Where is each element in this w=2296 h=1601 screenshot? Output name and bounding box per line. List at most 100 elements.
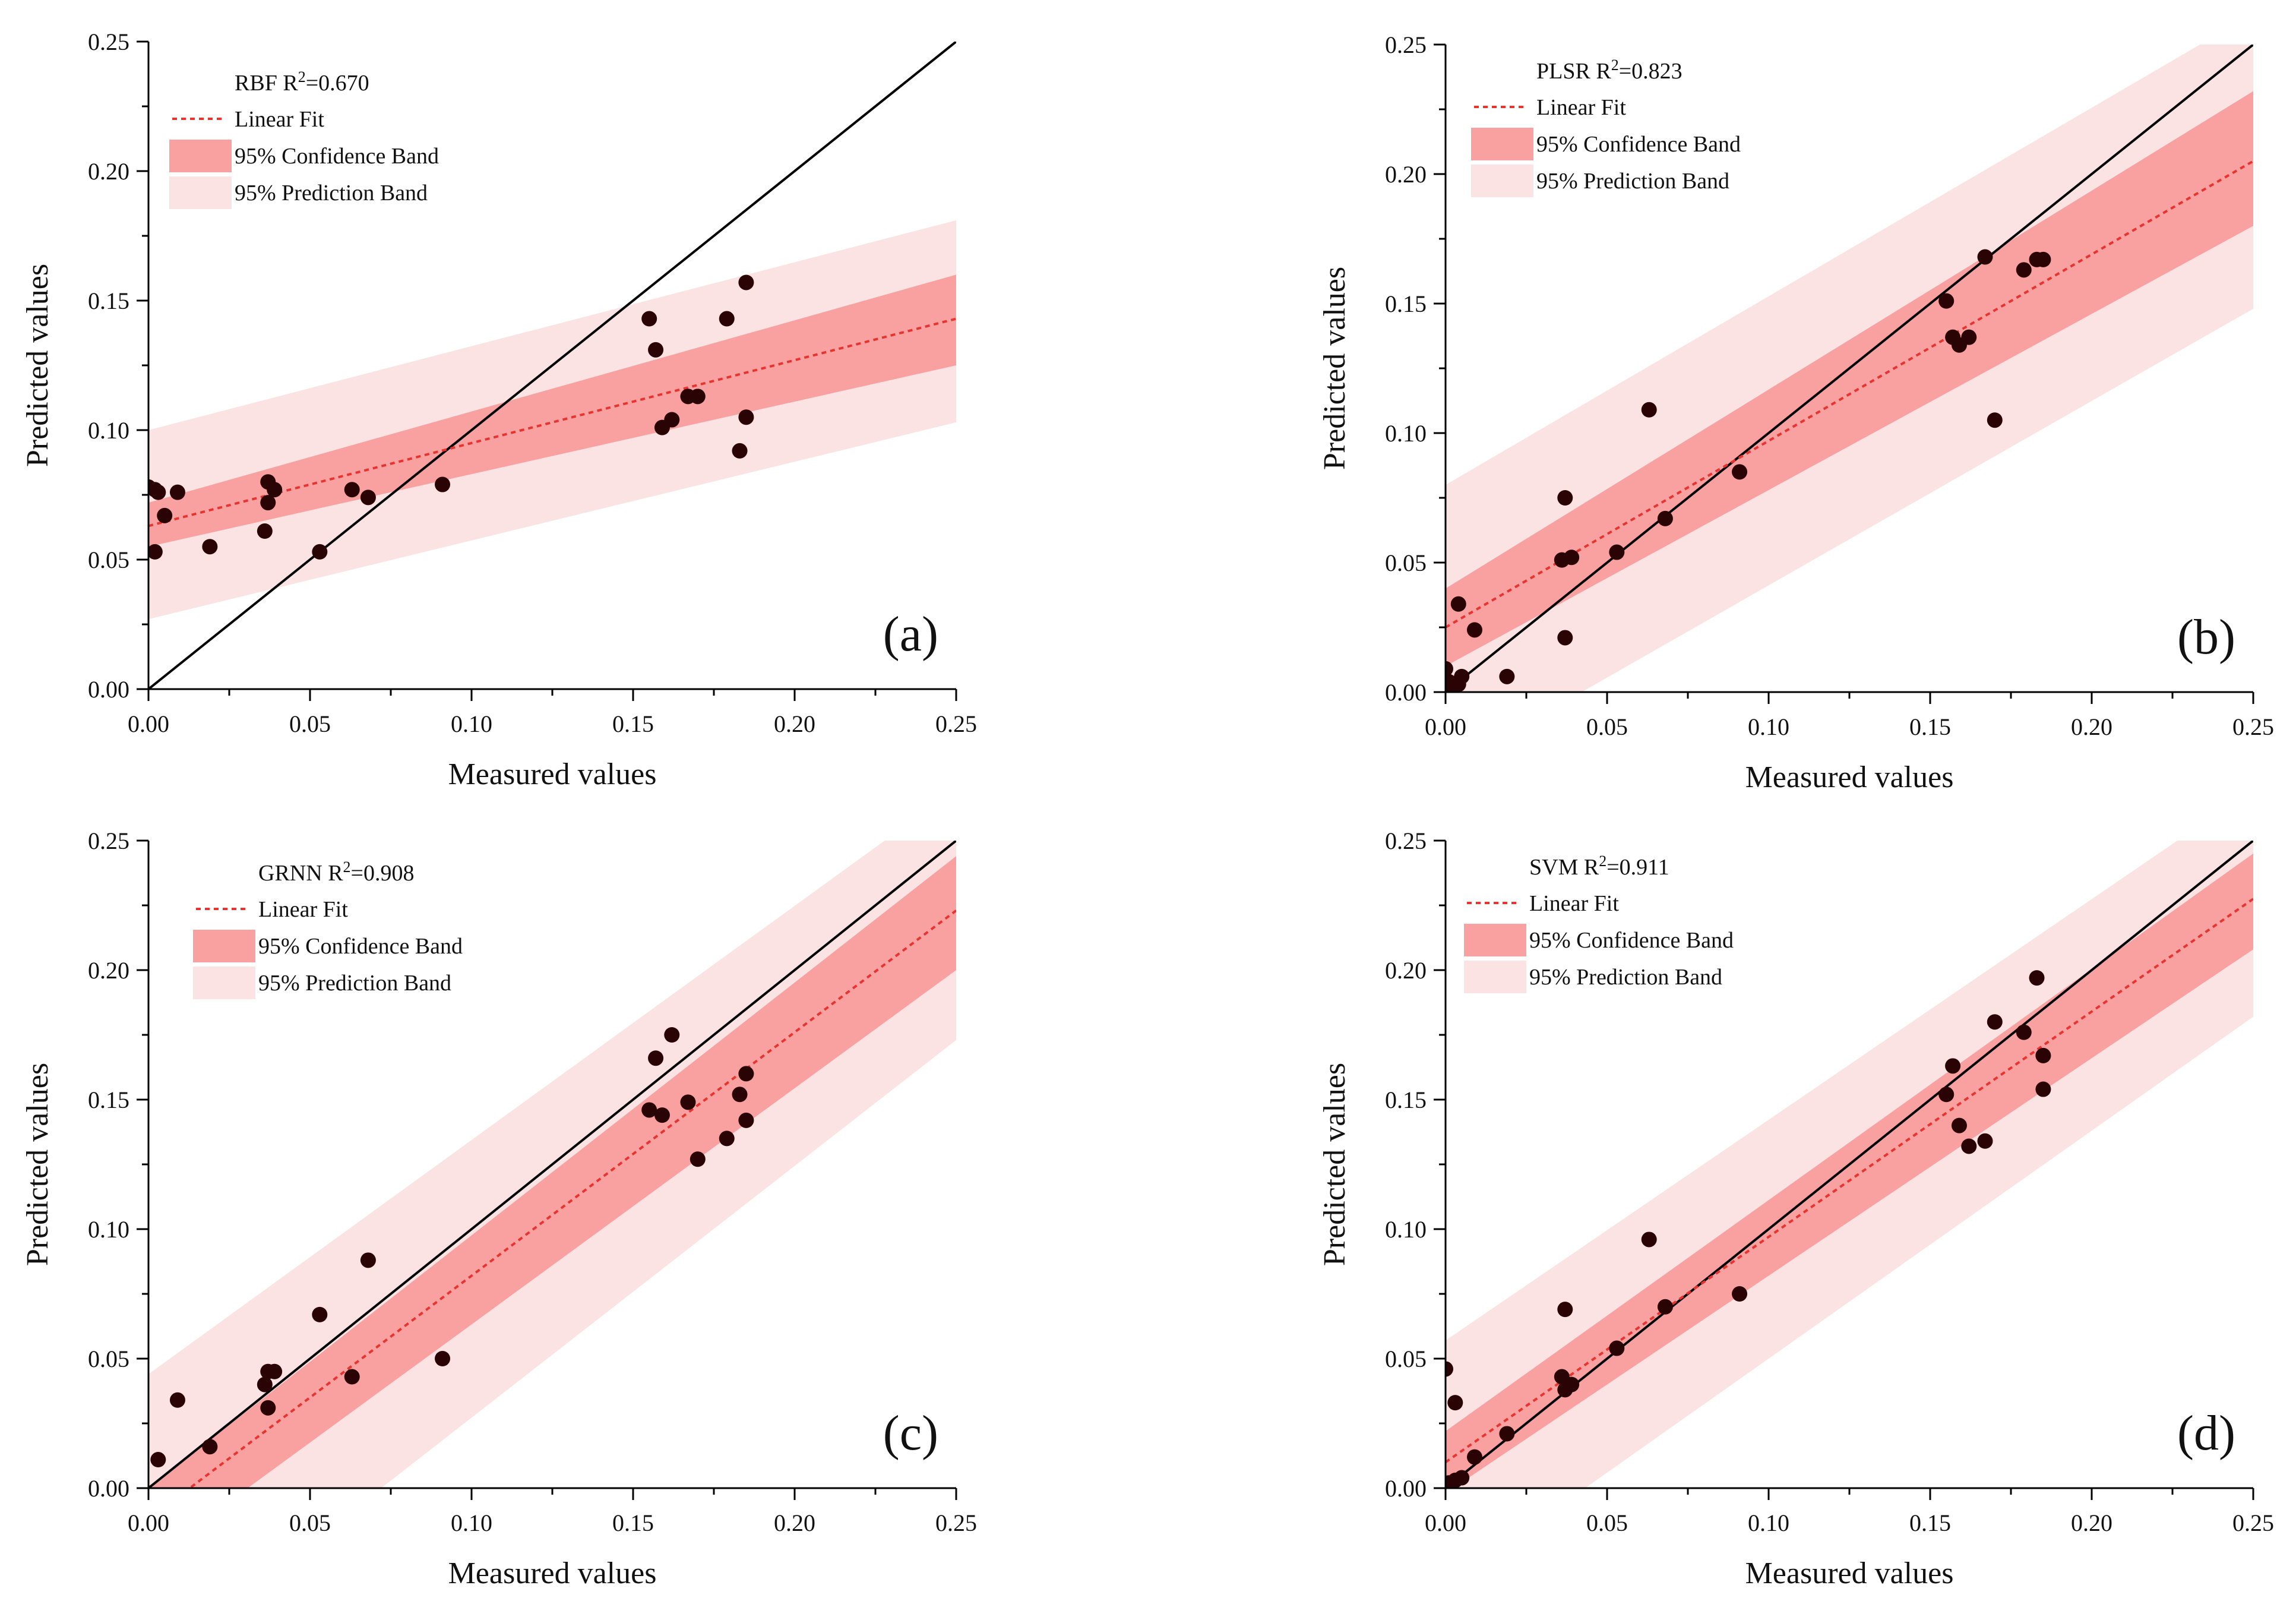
x-tick-label: 0.15 <box>1909 1510 1951 1536</box>
y-tick-label: 0.10 <box>1385 420 1427 447</box>
data-point <box>344 1369 360 1385</box>
data-point <box>732 1087 748 1103</box>
y-tick-label: 0.15 <box>88 288 129 314</box>
data-point <box>344 482 360 498</box>
panel-label: (c) <box>883 1406 938 1461</box>
data-point <box>2016 1024 2032 1040</box>
legend-prediction-swatch <box>1464 961 1526 993</box>
data-point <box>1977 249 1993 265</box>
data-point <box>1641 402 1657 418</box>
data-point <box>267 1363 283 1379</box>
data-point <box>738 1112 754 1128</box>
data-point <box>157 507 173 523</box>
x-tick-label: 0.10 <box>1748 1510 1789 1536</box>
data-point <box>1657 510 1673 526</box>
linear-fit-line <box>1446 898 2253 1464</box>
y-tick-label: 0.20 <box>1385 957 1427 984</box>
data-point <box>1945 1058 1961 1074</box>
data-point <box>732 443 748 459</box>
data-point <box>1977 1133 1993 1149</box>
y-tick-label: 0.00 <box>88 676 129 703</box>
legend-title: PLSR R2=0.823 <box>1536 56 1683 84</box>
data-point <box>169 1392 185 1408</box>
x-tick-label: 0.15 <box>612 710 654 737</box>
data-point <box>719 1131 735 1147</box>
y-tick-label: 0.00 <box>1385 1475 1427 1502</box>
x-axis-title: Measured values <box>1745 760 1954 794</box>
data-point <box>1732 1286 1748 1302</box>
data-point <box>1557 1302 1573 1318</box>
x-axis-title: Measured values <box>448 1556 657 1590</box>
y-tick-label: 0.05 <box>88 547 129 573</box>
data-point <box>1446 1361 1453 1377</box>
data-point <box>1557 630 1573 646</box>
data-point <box>1961 1138 1977 1154</box>
data-point <box>1454 1470 1470 1486</box>
data-point <box>648 1050 664 1066</box>
confidence-band <box>1446 91 2253 667</box>
data-point <box>738 274 754 290</box>
data-point <box>2035 251 2051 267</box>
data-point <box>1987 412 2003 428</box>
y-tick-label: 0.25 <box>1385 31 1427 58</box>
data-point <box>150 1452 166 1468</box>
x-tick-label: 0.15 <box>612 1510 654 1536</box>
x-tick-label: 0.25 <box>2232 713 2274 740</box>
y-tick-label: 0.15 <box>1385 1087 1427 1113</box>
data-point <box>257 1376 273 1392</box>
data-point <box>150 484 166 500</box>
data-point <box>1657 1299 1673 1315</box>
data-point <box>1564 1376 1580 1392</box>
x-tick-label: 0.10 <box>451 710 492 737</box>
y-tick-label: 0.25 <box>88 828 129 854</box>
y-tick-label: 0.05 <box>1385 550 1427 576</box>
data-point <box>360 1252 376 1268</box>
x-tick-label: 0.05 <box>1586 713 1628 740</box>
x-tick-label: 0.20 <box>2071 1510 2112 1536</box>
data-point <box>1961 329 1977 345</box>
panel-b: 0.00 0.05 0.10 0.15 0.20 0.25 0.00 0.05 0.10 0.15… <box>1318 31 2274 794</box>
data-point <box>1466 1449 1482 1465</box>
data-point <box>312 1306 328 1322</box>
data-point <box>260 495 276 511</box>
data-point <box>2035 1081 2051 1097</box>
y-axis-title: Predicted values <box>21 1063 55 1266</box>
x-tick-label: 0.10 <box>451 1510 492 1536</box>
legend-confidence-swatch <box>169 140 232 172</box>
data-point <box>1499 1426 1515 1442</box>
y-tick-label: 0.20 <box>88 957 129 984</box>
linear-fit-line <box>1446 160 2253 629</box>
y-tick-label: 0.00 <box>1385 679 1427 706</box>
panel-label: (a) <box>883 607 938 662</box>
data-point <box>654 1107 670 1123</box>
panel-label: (b) <box>2177 610 2235 665</box>
data-point <box>719 311 735 327</box>
x-tick-label: 0.00 <box>1425 713 1466 740</box>
legend-prediction-swatch <box>193 967 255 999</box>
panel-a: 0.00 0.05 0.10 0.15 0.20 0.25 0.00 0.05 0.10 0.15… <box>21 29 977 791</box>
identity-line <box>148 42 956 689</box>
data-point <box>257 523 273 539</box>
y-axis-title: Predicted values <box>1318 267 1352 470</box>
legend-prediction-label: 95% Prediction Band <box>1536 169 1729 194</box>
data-point <box>267 482 283 498</box>
legend-prediction-swatch <box>1471 165 1533 197</box>
legend: SVM R2=0.911 Linear Fit 95% Confidence Ban… <box>1464 852 1734 993</box>
legend-fit-label: Linear Fit <box>1536 95 1626 120</box>
model-name: PLSR <box>1536 59 1596 84</box>
legend-prediction-label: 95% Prediction Band <box>235 181 428 206</box>
data-point <box>1446 661 1453 677</box>
legend-title: RBF R2=0.670 <box>235 68 369 96</box>
data-point <box>1466 622 1482 638</box>
panel-label: (d) <box>2177 1406 2235 1461</box>
y-axis-title: Predicted values <box>1318 1063 1352 1266</box>
legend-confidence-swatch <box>193 930 255 962</box>
data-point <box>1450 596 1466 612</box>
legend-confidence-label: 95% Confidence Band <box>1529 928 1734 953</box>
x-tick-label: 0.00 <box>128 1510 169 1536</box>
x-tick-label: 0.05 <box>289 1510 331 1536</box>
legend: RBF R2=0.670 Linear Fit 95% Confidence Ban… <box>169 68 439 209</box>
y-tick-label: 0.00 <box>88 1475 129 1502</box>
data-point <box>1609 544 1625 560</box>
legend: GRNN R2=0.908 Linear Fit 95% Confidence Ba… <box>193 858 463 999</box>
